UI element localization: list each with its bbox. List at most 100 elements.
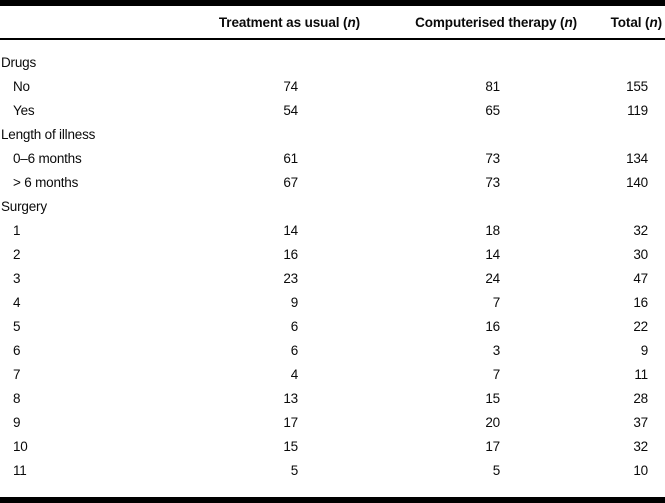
cell-treatment-as-usual: 23 xyxy=(283,270,298,286)
cell-computerised-therapy: 15 xyxy=(485,390,500,406)
table-row-5: 5 6 16 22 xyxy=(0,314,665,338)
row-label: Drugs xyxy=(1,54,37,70)
table-row-6-months: > 6 months 67 73 140 xyxy=(0,170,665,194)
cell-total: 47 xyxy=(633,270,648,286)
row-label: No xyxy=(13,78,30,94)
row-label: 3 xyxy=(13,270,21,286)
baseline-characteristics-table: Treatment as usual (n) Computerised ther… xyxy=(0,6,665,482)
cell-total: 155 xyxy=(626,78,648,94)
row-label: 6 xyxy=(13,342,21,358)
table-body: Drugs No 74 81 155 Yes 54 65 119 Length … xyxy=(0,39,665,482)
row-label: 8 xyxy=(13,390,21,406)
table-row-6: 6 6 3 9 xyxy=(0,338,665,362)
cell-treatment-as-usual: 61 xyxy=(283,150,298,166)
header-label-post: ) xyxy=(572,14,578,30)
header-label-post: ) xyxy=(657,14,663,30)
cell-computerised-therapy: 73 xyxy=(485,150,500,166)
table-row-9: 9 17 20 37 xyxy=(0,410,665,434)
table-row-drugs: Drugs xyxy=(0,39,665,74)
cell-total: 10 xyxy=(633,462,648,478)
header-n-italic: n xyxy=(347,14,356,30)
cell-treatment-as-usual: 9 xyxy=(290,294,299,310)
header-n-italic: n xyxy=(564,14,573,30)
row-label: 4 xyxy=(13,294,21,310)
cell-total: 32 xyxy=(633,438,648,454)
cell-computerised-therapy xyxy=(360,39,577,74)
header-n-italic: n xyxy=(649,14,658,30)
table-row-surgery: Surgery xyxy=(0,194,665,218)
cell-treatment-as-usual xyxy=(205,194,360,218)
cell-total: 11 xyxy=(634,366,648,382)
cell-total xyxy=(577,194,665,218)
header-treatment-as-usual: Treatment as usual (n) xyxy=(205,6,360,40)
cell-treatment-as-usual: 15 xyxy=(283,438,298,454)
cell-computerised-therapy: 5 xyxy=(492,462,501,478)
table-row-2: 2 16 14 30 xyxy=(0,242,665,266)
cell-treatment-as-usual: 14 xyxy=(283,222,298,238)
cell-computerised-therapy: 14 xyxy=(485,246,500,262)
table-row-length-of-illness: Length of illness xyxy=(0,122,665,146)
cell-computerised-therapy: 17 xyxy=(485,438,500,454)
cell-total: 119 xyxy=(627,102,648,118)
table-row-no: No 74 81 155 xyxy=(0,74,665,98)
cell-total xyxy=(577,122,665,146)
table-header: Treatment as usual (n) Computerised ther… xyxy=(0,6,665,40)
row-label: > 6 months xyxy=(13,174,79,190)
cell-computerised-therapy: 18 xyxy=(485,222,500,238)
table-row-4: 4 9 7 16 xyxy=(0,290,665,314)
row-label: 11 xyxy=(13,462,27,478)
cell-computerised-therapy: 24 xyxy=(485,270,500,286)
table-row-0-6-months: 0–6 months 61 73 134 xyxy=(0,146,665,170)
row-label: 9 xyxy=(13,414,21,430)
cell-total: 22 xyxy=(633,318,648,334)
header-computerised-therapy: Computerised therapy (n) xyxy=(360,6,578,40)
row-label: 2 xyxy=(13,246,21,262)
cell-treatment-as-usual: 4 xyxy=(290,366,299,382)
cell-computerised-therapy xyxy=(360,194,577,218)
cell-treatment-as-usual: 6 xyxy=(290,342,299,358)
cell-total: 32 xyxy=(633,222,648,238)
row-label: 7 xyxy=(13,366,21,382)
table-row-7: 7 4 7 11 xyxy=(0,362,665,386)
row-label: Surgery xyxy=(1,198,47,214)
cell-treatment-as-usual: 5 xyxy=(290,462,299,478)
cell-treatment-as-usual: 16 xyxy=(283,246,298,262)
row-label: Yes xyxy=(13,102,35,118)
header-label-pre: Treatment as usual ( xyxy=(218,14,348,30)
table-row-10: 10 15 17 32 xyxy=(0,434,665,458)
cell-treatment-as-usual: 13 xyxy=(283,390,298,406)
row-label: 5 xyxy=(13,318,21,334)
cell-treatment-as-usual: 67 xyxy=(283,174,298,190)
table-row-11: 11 5 5 10 xyxy=(0,458,665,482)
cell-computerised-therapy: 3 xyxy=(492,342,501,358)
table-row-1: 1 14 18 32 xyxy=(0,218,665,242)
cell-treatment-as-usual: 6 xyxy=(290,318,299,334)
table-row-3: 3 23 24 47 xyxy=(0,266,665,290)
cell-total: 28 xyxy=(633,390,648,406)
row-label: 10 xyxy=(13,438,28,454)
row-label: 0–6 months xyxy=(13,150,82,166)
cell-total: 9 xyxy=(640,342,649,358)
cell-computerised-therapy: 7 xyxy=(492,366,501,382)
table-row-8: 8 13 15 28 xyxy=(0,386,665,410)
cell-treatment-as-usual xyxy=(205,39,360,74)
header-empty-cell xyxy=(0,6,205,40)
header-row: Treatment as usual (n) Computerised ther… xyxy=(0,6,665,40)
cell-computerised-therapy: 73 xyxy=(485,174,500,190)
row-label: Length of illness xyxy=(1,126,96,142)
header-label-pre: Computerised therapy ( xyxy=(415,14,565,30)
cell-total: 37 xyxy=(633,414,648,430)
cell-treatment-as-usual: 74 xyxy=(283,78,298,94)
cell-computerised-therapy: 16 xyxy=(485,318,500,334)
cell-treatment-as-usual xyxy=(205,122,360,146)
header-label-pre: Total ( xyxy=(610,14,650,30)
cell-total: 16 xyxy=(633,294,648,310)
cell-total: 30 xyxy=(633,246,648,262)
cell-computerised-therapy: 7 xyxy=(492,294,501,310)
cell-treatment-as-usual: 17 xyxy=(283,414,298,430)
cell-total xyxy=(577,39,665,74)
header-total: Total (n) xyxy=(577,6,665,40)
cell-total: 134 xyxy=(626,150,648,166)
row-label: 1 xyxy=(13,222,21,238)
